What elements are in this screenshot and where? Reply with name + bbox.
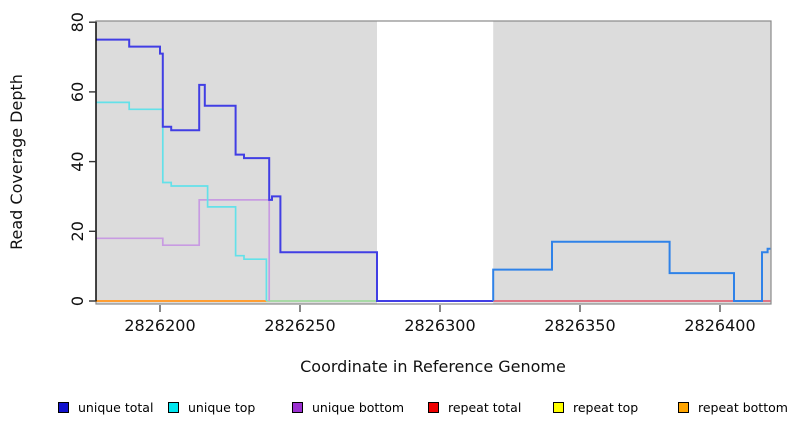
- unshaded-region: [377, 21, 494, 304]
- x-tick-label: 2826250: [264, 316, 335, 335]
- x-tick-label: 2826300: [404, 316, 475, 335]
- x-axis-title: Coordinate in Reference Genome: [300, 357, 566, 376]
- plot-background-bands: [96, 21, 771, 304]
- x-tick-label: 2826350: [544, 316, 615, 335]
- series-line-unique-top: [95, 101, 268, 301]
- y-tick-label: 60: [68, 82, 87, 102]
- x-tick-label: 2826200: [124, 316, 195, 335]
- y-tick-label: 0: [68, 296, 87, 306]
- y-tick-label: 40: [68, 151, 87, 171]
- series-lines: [95, 38, 771, 302]
- y-tick-label: 80: [68, 12, 87, 32]
- axes: 0 20 40 60 80 2826200 2826250 2826300 2826350 282…: [68, 12, 756, 335]
- y-axis-title: Read Coverage Depth: [7, 74, 26, 250]
- series-line-unique-total-right: [492, 240, 771, 302]
- series-line-unique-total-left: [95, 38, 494, 302]
- y-tick-label: 20: [68, 221, 87, 241]
- x-tick-label: 2826400: [684, 316, 755, 335]
